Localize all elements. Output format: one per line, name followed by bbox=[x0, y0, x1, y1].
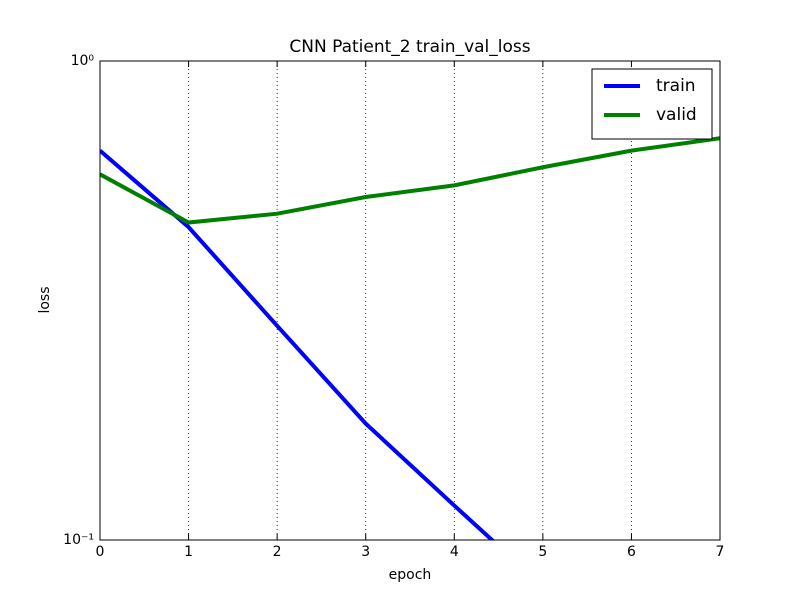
x-tick-label: 2 bbox=[273, 544, 282, 560]
x-tick-label: 3 bbox=[361, 544, 370, 560]
y-tick-label: 10⁻¹ bbox=[63, 532, 94, 548]
series-line bbox=[100, 136, 720, 225]
y-axis-label: loss bbox=[37, 286, 53, 313]
plot-lines bbox=[100, 136, 720, 540]
legend-label: valid bbox=[656, 105, 697, 125]
x-tick-label: 6 bbox=[627, 544, 636, 560]
y-tick-label: 10⁰ bbox=[71, 53, 95, 69]
x-tick-label: 4 bbox=[450, 544, 459, 560]
x-tick-label: 0 bbox=[96, 544, 105, 560]
x-tick-label: 1 bbox=[184, 544, 193, 560]
series-line bbox=[100, 149, 495, 540]
plot-frame bbox=[99, 60, 721, 541]
chart-title: CNN Patient_2 train_val_loss bbox=[289, 37, 530, 57]
x-tick-label: 7 bbox=[716, 544, 725, 560]
x-axis-label: epoch bbox=[389, 567, 432, 583]
legend-label: train bbox=[656, 76, 696, 96]
x-tick-label: 5 bbox=[538, 544, 547, 560]
legend-box bbox=[591, 68, 713, 140]
